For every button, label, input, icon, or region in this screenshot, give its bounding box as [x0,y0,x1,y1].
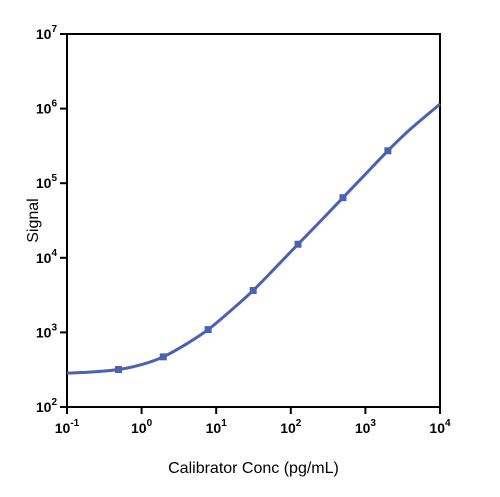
y-tick-label: 103 [36,322,58,340]
x-tick-label: 104 [429,418,451,436]
y-tick-label: 102 [36,397,58,415]
series-layer [66,102,441,375]
y-tick-label: 104 [36,248,58,266]
x-tick-label: 103 [355,418,377,436]
data-point-marker [294,240,302,248]
y-axis-title: Signal [25,198,42,242]
data-point-marker [114,366,122,374]
plot-frame [66,33,441,408]
ticks-layer: 10-1 100 101 102 103 104 102 103 104 105 106 107 [36,24,451,436]
y-tick-label: 105 [36,173,58,191]
data-point-marker [159,353,167,361]
data-point-marker [339,194,347,202]
x-tick-label: 101 [206,418,228,436]
x-tick-label: 100 [131,418,153,436]
fit-curve [66,102,441,375]
data-point-marker [384,147,392,155]
x-axis-title: Calibrator Conc (pg/mL) [168,460,339,477]
y-tick-label: 107 [36,24,58,42]
x-tick-label: 102 [280,418,302,436]
data-point-marker [204,326,212,334]
y-tick-label: 106 [36,99,58,117]
data-point-marker [249,286,257,294]
x-tick-label: 10-1 [55,418,80,436]
